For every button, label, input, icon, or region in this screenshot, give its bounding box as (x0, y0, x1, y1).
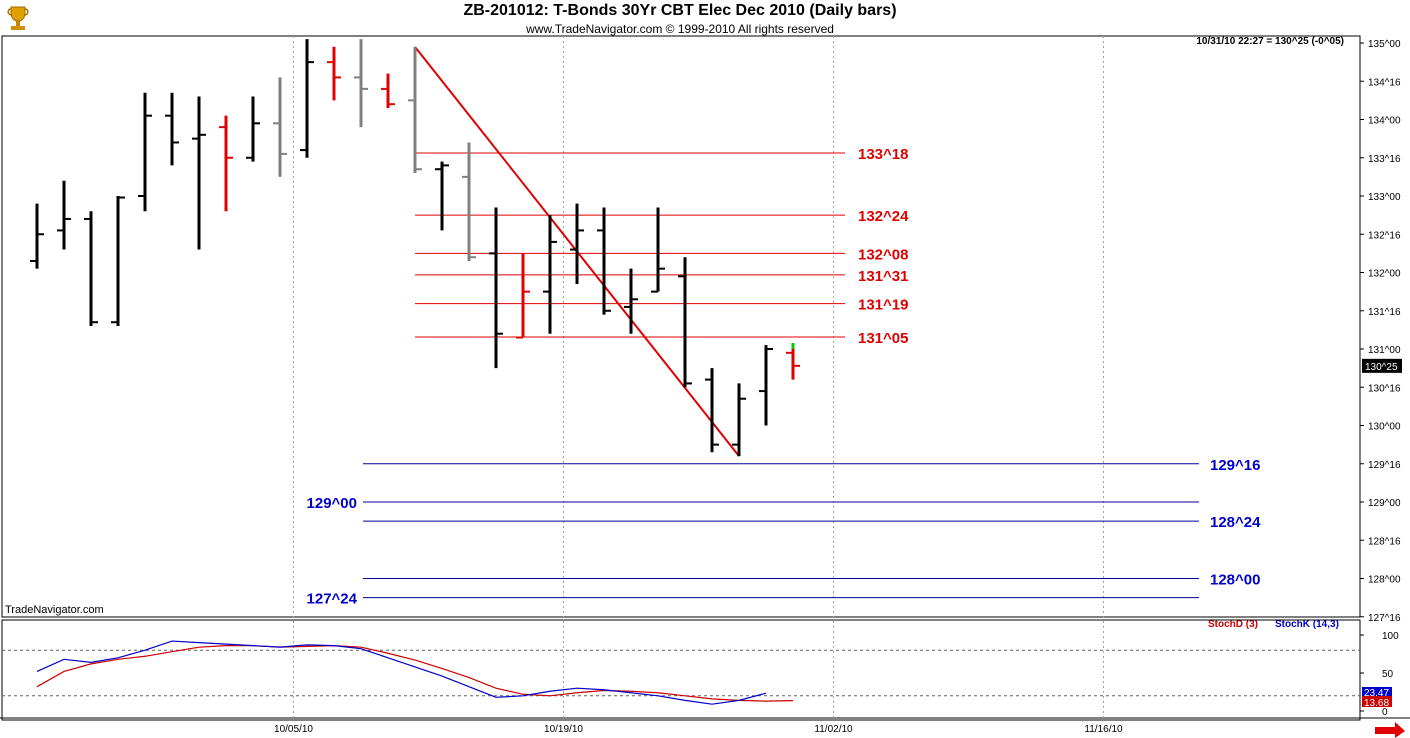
price-tick-label: 131^00 (1368, 345, 1401, 356)
price-tick-label: 128^16 (1368, 536, 1401, 547)
resistance-label: 133^18 (858, 146, 908, 163)
price-tick-label: 129^16 (1368, 460, 1401, 471)
stochk-line (36, 640, 767, 705)
ohlc-bar (435, 161, 449, 231)
price-tick-label: 129^00 (1368, 498, 1401, 509)
price-tick-label: 128^00 (1368, 575, 1401, 586)
ohlc-bar (624, 268, 638, 334)
price-tick-label: 134^16 (1368, 77, 1401, 88)
copyright-subtitle: www.TradeNavigator.com © 1999-2010 All r… (526, 22, 834, 36)
support-label: 128^00 (1210, 572, 1260, 589)
date-tick-label: 11/02/10 (814, 724, 853, 735)
price-tick-label: 133^00 (1368, 192, 1401, 203)
ohlc-bar (570, 203, 584, 284)
ohlc-bar (246, 96, 260, 162)
ohlc-bar (273, 77, 287, 177)
oscillator-panel-frame (1, 619, 1361, 721)
ohlc-bar (597, 207, 611, 315)
legend-stochd: StochD (3) (1208, 619, 1258, 630)
ohlc-bar (489, 207, 503, 369)
ohlc-bar (327, 46, 341, 101)
price-tick-label: 127^16 (1368, 613, 1401, 624)
date-tick-label: 10/05/10 (274, 724, 313, 735)
ohlc-bar (138, 92, 152, 212)
price-tick-label: 131^16 (1368, 307, 1401, 318)
ohlc-bar (111, 196, 125, 327)
ohlc-bar (705, 368, 719, 453)
price-tick-label: 132^16 (1368, 230, 1401, 241)
support-label: 129^00 (307, 495, 357, 512)
price-tick-label: 134^00 (1368, 116, 1401, 127)
stochd-value-label: 13.68 (1364, 698, 1389, 709)
date-tick-label: 11/16/10 (1084, 724, 1123, 735)
main-panel-frame (1, 35, 1361, 618)
last-price-label: 130^25 (1365, 362, 1398, 373)
trophy-icon (3, 3, 33, 33)
oscillator-tick-label: 100 (1382, 631, 1399, 642)
ohlc-bar (408, 46, 422, 174)
stochk-value-badge (1362, 687, 1392, 697)
price-tick-label: 135^00 (1368, 39, 1401, 50)
chart-title: ZB-201012: T-Bonds 30Yr CBT Elec Dec 201… (463, 2, 897, 19)
support-label: 128^24 (1210, 514, 1261, 531)
legend-stochk: StochK (14,3) (1275, 619, 1339, 630)
ohlc-bar (651, 207, 665, 293)
oscillator-tick-label: 0 (1382, 707, 1388, 718)
ohlc-bar (57, 180, 71, 250)
ohlc-bar (516, 253, 530, 339)
price-tick-label: 132^00 (1368, 269, 1401, 280)
resistance-label: 132^24 (858, 208, 909, 225)
ohlc-bar (462, 142, 476, 262)
oscillator-tick-label: 50 (1382, 669, 1394, 680)
resistance-label: 132^08 (858, 246, 908, 263)
support-label: 127^24 (307, 591, 358, 608)
resistance-label: 131^31 (858, 268, 908, 285)
price-readout: 10/31/10 22:27 = 130^25 (-0^05) (1196, 36, 1344, 47)
stochk-value-label: 23.47 (1364, 688, 1389, 699)
stochd-line (36, 645, 794, 702)
price-tick-label: 130^16 (1368, 383, 1401, 394)
ohlc-bar (543, 215, 557, 334)
ohlc-bar (165, 92, 179, 166)
price-tick-label: 130^00 (1368, 422, 1401, 433)
date-tick-label: 10/19/10 (544, 724, 583, 735)
ohlc-bar (732, 383, 746, 457)
ohlc-bar (678, 257, 692, 388)
scroll-right-arrow-icon (1375, 722, 1405, 738)
ohlc-bar (84, 211, 98, 327)
last-price-badge (1362, 358, 1402, 373)
ohlc-bar (759, 345, 773, 426)
ohlc-bar (192, 96, 206, 250)
price-tick-label: 133^16 (1368, 154, 1401, 165)
ohlc-bar (300, 39, 314, 158)
resistance-label: 131^05 (858, 330, 908, 347)
ohlc-bar (354, 39, 368, 128)
support-label: 129^16 (1210, 457, 1260, 474)
stochd-value-badge (1362, 696, 1392, 707)
ohlc-bar (786, 349, 800, 380)
ohlc-bar (219, 115, 233, 212)
resistance-label: 131^19 (858, 297, 908, 314)
ohlc-bar (381, 73, 395, 109)
ohlc-bar (30, 203, 44, 269)
brand-label: TradeNavigator.com (5, 604, 104, 616)
